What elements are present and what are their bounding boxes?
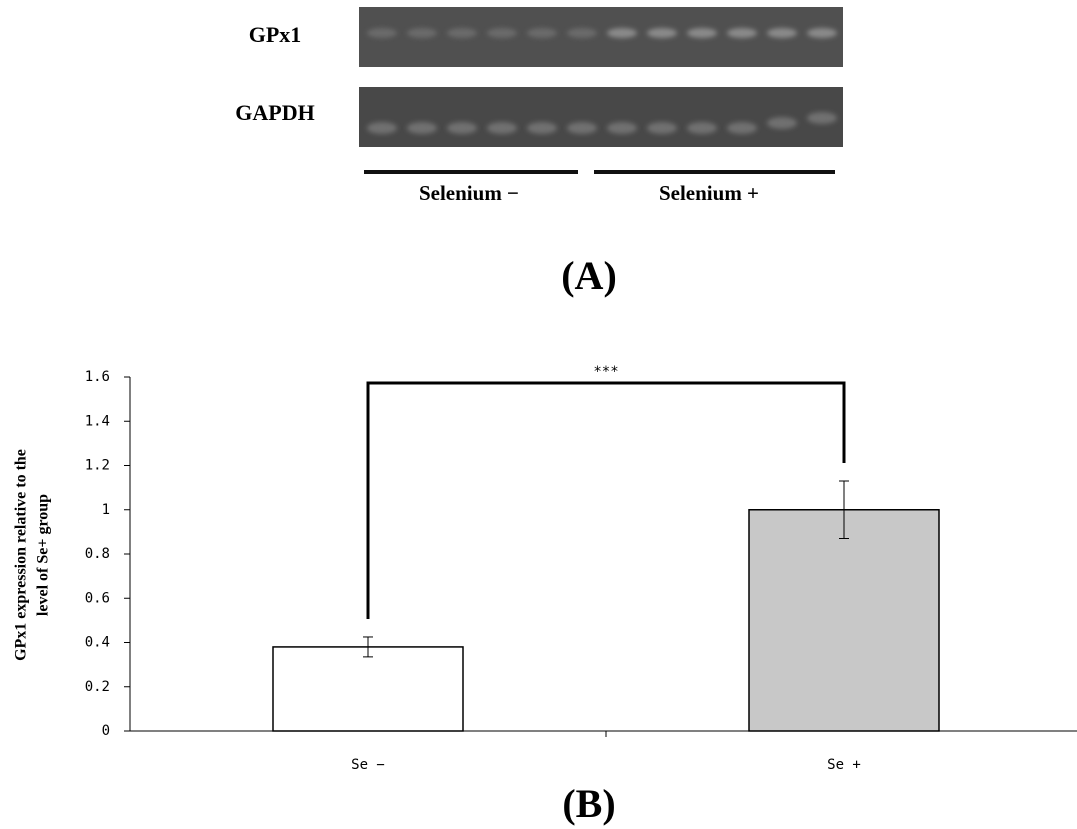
band — [567, 122, 597, 134]
band — [767, 28, 797, 38]
gel-row-label: GAPDH — [235, 100, 314, 125]
gel-strip — [359, 7, 843, 67]
y-tick-label: 0 — [102, 723, 110, 739]
gel-image — [359, 7, 843, 147]
band — [647, 28, 677, 38]
band — [727, 28, 757, 38]
band — [487, 28, 517, 38]
band — [607, 28, 637, 38]
bar — [273, 647, 463, 731]
y-tick-label: 0.8 — [85, 546, 110, 562]
y-axis-title-line: level of Se+ group — [35, 494, 52, 616]
band — [367, 28, 397, 38]
band — [567, 28, 597, 38]
band — [727, 122, 757, 134]
bar — [749, 510, 939, 731]
group-label: Selenium + — [659, 181, 759, 205]
band — [767, 117, 797, 129]
x-tick-label: Se − — [351, 757, 385, 773]
band — [407, 122, 437, 134]
band — [647, 122, 677, 134]
panel-label: (B) — [562, 781, 615, 826]
band — [447, 28, 477, 38]
figure: GPx1 GAPDH Selenium − Selenium + (A) (B)… — [0, 0, 1077, 829]
y-axis-title-line: GPx1 expression relative to the — [13, 449, 30, 661]
page: {"gel": {"rows": ["GPx1", "GAPDH"], "gro… — [0, 0, 1077, 829]
band — [367, 122, 397, 134]
y-axis-title: GPx1 expression relative to the level of… — [13, 449, 52, 661]
y-tick-label: 1.2 — [85, 458, 110, 474]
y-tick-label: 0.4 — [85, 635, 110, 651]
band — [527, 122, 557, 134]
y-tick-label: 1.6 — [85, 369, 110, 385]
x-tick-label: Se + — [827, 757, 861, 773]
band — [527, 28, 557, 38]
band — [447, 122, 477, 134]
panel-label: (A) — [561, 253, 617, 298]
band — [687, 122, 717, 134]
gel-strip — [359, 87, 843, 147]
band — [487, 122, 517, 134]
y-tick-label: 0.6 — [85, 590, 110, 606]
y-tick-label: 0.2 — [85, 679, 110, 695]
y-tick-label: 1 — [102, 502, 110, 518]
y-tick-label: 1.4 — [85, 413, 110, 429]
band — [687, 28, 717, 38]
band — [407, 28, 437, 38]
band — [807, 112, 837, 124]
significance-label: *** — [593, 364, 618, 380]
gel-row-label: GPx1 — [249, 22, 302, 47]
plot: 0 0.2 0.4 0.6 0.8 1 1.2 1.4 1.6 Se − Se + *** — [85, 364, 1077, 773]
band — [807, 28, 837, 38]
band — [607, 122, 637, 134]
group-label: Selenium − — [419, 181, 519, 205]
